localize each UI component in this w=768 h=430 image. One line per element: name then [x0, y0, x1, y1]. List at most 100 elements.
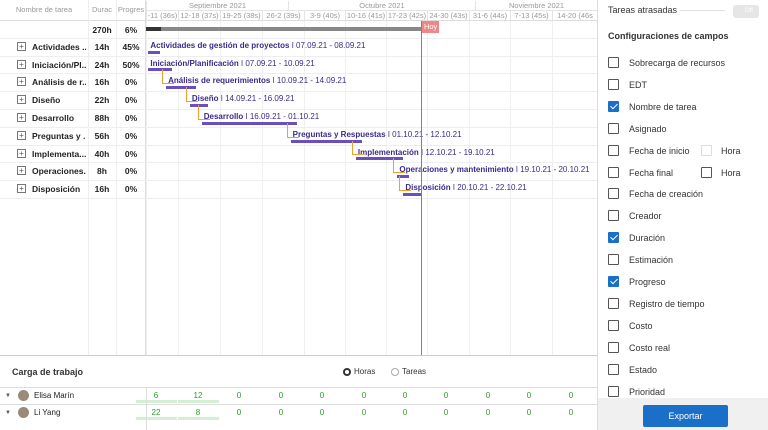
expand-icon[interactable]: +	[17, 95, 26, 105]
checkbox[interactable]	[608, 232, 619, 244]
checkbox[interactable]	[608, 144, 619, 156]
expand-icon[interactable]: +	[17, 130, 26, 140]
task-start: 07.09.21	[245, 58, 277, 68]
task-bar[interactable]	[355, 157, 404, 161]
task-bar[interactable]	[397, 175, 410, 179]
checkbox[interactable]	[608, 122, 619, 134]
week-label: 31-6 (44s)	[469, 11, 510, 20]
checkbox[interactable]	[608, 188, 619, 200]
checkbox[interactable]	[608, 166, 619, 178]
overdue-label: Tareas atrasadas	[608, 5, 678, 15]
checkbox[interactable]	[608, 363, 619, 375]
load-value: 12	[193, 391, 203, 400]
load-value: 0	[361, 391, 367, 400]
collapse-icon[interactable]: ▼	[5, 410, 11, 416]
task-duration: 24h	[94, 59, 110, 70]
field-label[interactable]: Estimación	[629, 255, 674, 266]
checkbox[interactable]	[608, 341, 619, 353]
load-bar	[178, 400, 219, 403]
collapse-icon[interactable]: ▼	[5, 393, 11, 399]
expand-icon[interactable]: +	[17, 166, 26, 176]
workload-title: Carga de trabajo	[12, 367, 84, 377]
expand-icon[interactable]: +	[17, 59, 26, 69]
checkbox[interactable]	[608, 78, 619, 90]
week-gridline	[146, 21, 147, 355]
task-progress: 0%	[124, 95, 138, 106]
task-end: 20.10.21	[558, 165, 590, 175]
checkbox[interactable]	[608, 319, 619, 331]
field-label[interactable]: Creador	[629, 211, 662, 222]
task-start: 19.10.21	[520, 165, 552, 175]
expand-icon[interactable]: +	[17, 41, 26, 51]
expand-icon[interactable]: +	[17, 113, 26, 122]
expand-icon[interactable]: +	[17, 148, 26, 158]
load-value: 0	[485, 408, 491, 417]
field-label[interactable]: Hora	[721, 145, 741, 156]
column-header[interactable]: Progres	[117, 5, 145, 14]
task-name[interactable]: Disposición	[32, 184, 81, 195]
checkbox[interactable]	[608, 100, 619, 112]
checkbox[interactable]	[608, 297, 619, 309]
task-name[interactable]: Análisis de r...	[32, 77, 86, 88]
task-name[interactable]: Implementa...	[32, 148, 86, 159]
checkbox[interactable]	[608, 254, 619, 266]
summary-progress-bar	[146, 27, 161, 31]
column-header[interactable]: Nombre de tarea	[15, 5, 73, 14]
resource-name: Li Yang	[34, 408, 61, 417]
field-label[interactable]: Nombre de tarea	[629, 101, 697, 112]
week-gridline	[262, 21, 263, 355]
task-bar[interactable]	[201, 121, 297, 125]
field-label[interactable]: Duración	[629, 233, 666, 244]
checkbox[interactable]	[701, 144, 712, 156]
week-gridline	[427, 21, 428, 355]
column-header[interactable]: Durac	[91, 5, 112, 14]
checkbox[interactable]	[608, 210, 619, 222]
task-bar[interactable]	[166, 86, 196, 90]
field-label[interactable]: Registro de tiempo	[629, 298, 705, 309]
load-bar	[136, 417, 177, 420]
load-value: 0	[278, 408, 284, 417]
field-label[interactable]: Costo real	[629, 342, 671, 353]
checkbox[interactable]	[701, 166, 712, 178]
checkbox[interactable]	[608, 385, 619, 397]
task-bar[interactable]	[189, 104, 208, 107]
column-divider	[116, 0, 117, 355]
radio-label[interactable]: Horas	[354, 367, 376, 376]
field-label[interactable]: Prioridad	[629, 386, 666, 397]
task-name[interactable]: Operaciones...	[32, 166, 86, 177]
toggle[interactable]: Off	[733, 5, 759, 18]
week-gridline	[386, 21, 387, 355]
field-label[interactable]: Fecha de creación	[629, 189, 704, 200]
week-gridline	[304, 21, 305, 355]
task-bar[interactable]	[148, 68, 173, 72]
task-name[interactable]: Iniciación/Pl...	[32, 59, 86, 70]
checkbox[interactable]	[608, 57, 619, 68]
radio[interactable]	[343, 368, 351, 376]
field-label[interactable]: Sobrecarga de recursos	[629, 58, 726, 68]
checkbox[interactable]	[608, 276, 619, 287]
task-name[interactable]: Preguntas y ...	[32, 130, 86, 141]
export-button[interactable]: Exportar	[643, 405, 728, 427]
field-label[interactable]: Fecha final	[629, 167, 674, 178]
field-label[interactable]: Asignado	[629, 123, 667, 134]
week-gridline	[178, 21, 179, 355]
field-label[interactable]: Costo	[629, 320, 653, 331]
radio-label[interactable]: Tareas	[402, 367, 427, 376]
task-duration: 40h	[94, 148, 110, 159]
expand-icon[interactable]: +	[17, 77, 26, 87]
field-label[interactable]: Progreso	[629, 277, 666, 287]
task-bar[interactable]	[148, 50, 161, 54]
task-name[interactable]: Diseño	[32, 95, 61, 106]
task-bar[interactable]	[290, 139, 362, 143]
task-name[interactable]: Desarrollo	[32, 113, 75, 123]
field-label[interactable]: EDT	[629, 79, 647, 90]
radio[interactable]	[391, 368, 399, 376]
load-value: 6	[153, 391, 159, 400]
field-label[interactable]: Hora	[721, 167, 741, 178]
task-bar[interactable]	[403, 193, 422, 196]
task-name[interactable]: Actividades ...	[32, 41, 86, 52]
avatar	[18, 407, 29, 418]
expand-icon[interactable]: +	[17, 184, 26, 194]
field-label[interactable]: Estado	[629, 364, 658, 375]
field-label[interactable]: Fecha de inicio	[629, 145, 690, 156]
